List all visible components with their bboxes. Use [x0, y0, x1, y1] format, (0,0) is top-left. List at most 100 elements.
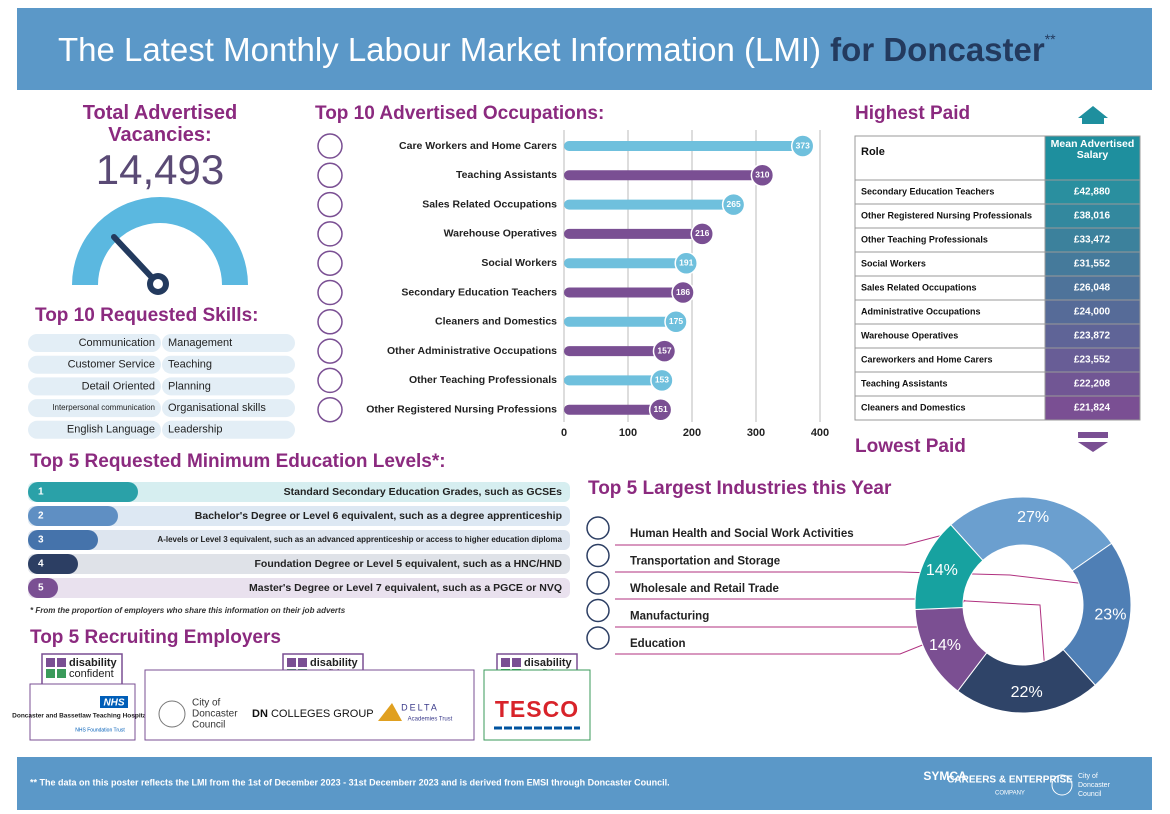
legend-label: Education	[630, 638, 686, 650]
value-label: 310	[755, 170, 769, 180]
header-cell	[854, 135, 1046, 181]
salary: £26,048	[1074, 283, 1111, 294]
role-cell	[854, 347, 1046, 373]
bar	[564, 170, 763, 181]
role-cell	[854, 203, 1046, 229]
bar	[564, 287, 684, 298]
down-arrow	[1078, 432, 1108, 452]
value-label: 216	[695, 228, 709, 238]
badge-line: disability	[524, 657, 573, 669]
value-label: 157	[657, 345, 671, 355]
badge-line: confident	[69, 668, 114, 680]
bar-end	[671, 280, 695, 305]
salary-cell	[1044, 323, 1141, 349]
role: Social Workers	[861, 258, 926, 268]
footer-council: Doncaster	[1078, 782, 1111, 789]
council-line: City of	[192, 698, 221, 709]
skill-pill	[162, 399, 295, 418]
salary-cell	[1044, 227, 1141, 253]
bar-end	[750, 163, 775, 188]
salary-cell	[1044, 347, 1141, 373]
badge-icon	[57, 658, 66, 667]
x-tick-label: 200	[683, 427, 701, 439]
category-label: Secondary Education Teachers	[401, 286, 557, 298]
footer-council: City of	[1078, 773, 1098, 780]
delta-sub: Academies Trust	[408, 717, 453, 723]
slice-label: 14%	[929, 637, 961, 654]
connector	[615, 598, 1046, 673]
council-line: Doncaster	[192, 709, 238, 720]
education-title: Top 5 Requested Minimum Education Levels…	[30, 451, 446, 472]
colleges-mark: DN	[252, 708, 268, 720]
skill-pill	[162, 355, 295, 374]
bar	[564, 228, 703, 239]
up-arrow	[1078, 106, 1108, 124]
education-rank: 1	[38, 487, 44, 498]
badge-icon	[512, 658, 521, 667]
skill: Leadership	[168, 424, 222, 436]
education-row	[28, 530, 570, 550]
bar-end	[652, 339, 677, 363]
skill: Planning	[168, 380, 211, 392]
badge-icon	[57, 669, 66, 678]
role: Teaching Assistants	[861, 378, 948, 388]
category-label: Other Administrative Occupations	[387, 345, 557, 357]
bar-end	[721, 192, 746, 217]
bar-end	[664, 310, 688, 334]
occupation-icon	[317, 279, 343, 306]
delta-mark	[378, 703, 402, 721]
nhs-trust: NHS Foundation Trust	[75, 727, 125, 733]
education-row	[28, 578, 570, 598]
delta-name: DELTA	[401, 702, 439, 712]
skills-title: Top 10 Requested Skills:	[35, 305, 258, 326]
skill: Interpersonal communication	[52, 403, 155, 412]
nhs-box	[29, 683, 136, 741]
skill-pill	[28, 334, 161, 352]
salary-table: Role Secondary Education Teachers £42,880 O…	[854, 135, 1141, 421]
value-label: 191	[679, 257, 693, 267]
badge-icon	[46, 669, 55, 678]
employers-title: Top 5 Recruiting Employers	[30, 627, 281, 648]
badge-icon	[287, 658, 296, 667]
skills: Communication Management Customer Service T…	[28, 334, 295, 439]
education-rank: 5	[38, 583, 44, 594]
badge-line: disability	[310, 657, 359, 669]
role-cell	[854, 179, 1046, 205]
education-text: Bachelor's Degree or Level 6 equivalent,…	[195, 510, 562, 522]
legend-icon	[586, 543, 610, 568]
bar	[564, 346, 665, 357]
value-label: 153	[655, 375, 669, 385]
salary: £21,824	[1074, 403, 1111, 414]
careers-logo: CAREERS & ENTERPRISE	[947, 775, 1073, 786]
category-label: Teaching Assistants	[456, 169, 557, 181]
employer-box	[144, 669, 475, 741]
skill: Customer Service	[68, 359, 155, 371]
category-label: Warehouse Operatives	[444, 228, 558, 240]
role-cell	[854, 395, 1046, 421]
education-tab	[28, 530, 98, 550]
occupation-icon	[317, 250, 343, 276]
role: Other Teaching Professionals	[861, 234, 988, 244]
title-emphasis: for Doncaster	[830, 31, 1045, 68]
bar-end	[690, 222, 714, 246]
x-tick-label: 300	[747, 427, 765, 439]
category-label: Other Teaching Professionals	[409, 374, 557, 386]
category-label: Care Workers and Home Carers	[399, 140, 557, 152]
education-text: Standard Secondary Education Grades, suc…	[284, 486, 562, 498]
skill: Detail Oriented	[82, 380, 155, 392]
slice-label: 22%	[1011, 684, 1043, 701]
bar-end	[648, 397, 673, 422]
bar	[564, 258, 687, 269]
careers-sub: COMPANY	[995, 791, 1025, 797]
pie-slice	[1062, 542, 1132, 686]
value-label: 186	[676, 287, 690, 297]
occupation-icon	[317, 133, 343, 159]
role: Sales Related Occupations	[861, 282, 977, 292]
highest-title: Highest Paid	[855, 103, 970, 124]
role: Careworkers and Home Carers	[861, 354, 993, 364]
occupation-icon	[317, 367, 343, 394]
footer-note: ** The data on this poster reflects the …	[30, 777, 670, 787]
salary: £24,000	[1074, 307, 1111, 318]
skill-pill	[162, 334, 295, 352]
education-tab	[28, 506, 118, 526]
